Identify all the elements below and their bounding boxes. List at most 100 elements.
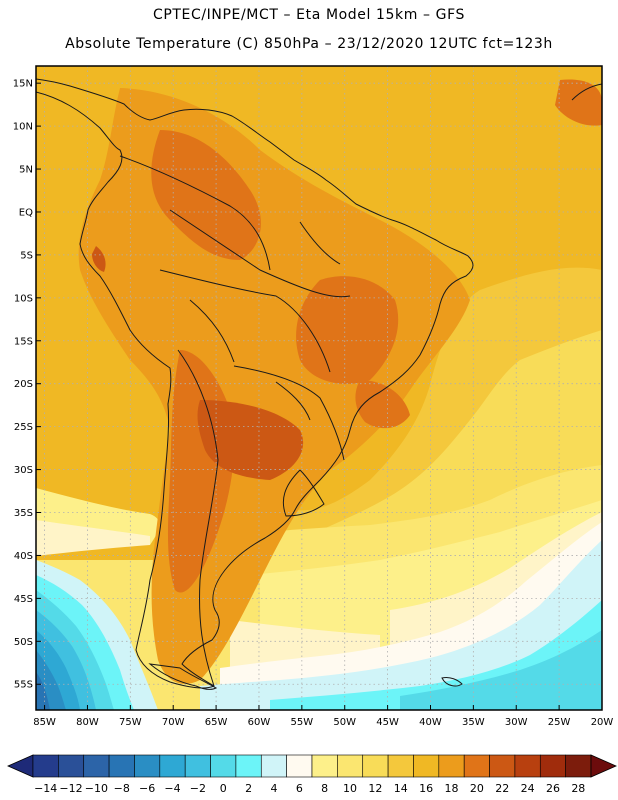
colorbar-label: 14 [394, 782, 408, 795]
coastline-path [189, 299, 235, 363]
temperature-zone-land-22 [296, 276, 399, 384]
lat-tick-label: 10S [14, 293, 33, 304]
lat-tick-label: 10N [13, 122, 33, 133]
lat-tick-label: 5N [19, 165, 33, 176]
colorbar-label: 26 [546, 782, 560, 795]
map-frame [35, 65, 603, 711]
falkland-islands [441, 677, 463, 687]
lon-tick-label: 80W [76, 717, 99, 728]
lat-tick-label: 25S [14, 422, 33, 433]
temperature-zone-land-24 [197, 400, 304, 480]
colorbar-label: 0 [220, 782, 227, 795]
colorbar-label: 8 [321, 782, 328, 795]
coastline-path [36, 78, 474, 689]
colorbar-segment [413, 754, 440, 778]
temperature-zone-land-22 [151, 130, 261, 260]
colorbar-label: 24 [521, 782, 535, 795]
colorbar-segment [337, 754, 364, 778]
colorbar-segment [286, 754, 313, 778]
chart-title: CPTEC/INPE/MCT – Eta Model 15km – GFS [152, 7, 466, 23]
colorbar-segment [387, 754, 414, 778]
colorbar-label: −4 [164, 782, 180, 795]
colorbar-segment [159, 754, 186, 778]
colorbar-label: −6 [139, 782, 155, 795]
colorbar-segment [108, 754, 135, 778]
colorbar-label: 6 [296, 782, 303, 795]
coastline-path [159, 269, 331, 373]
lon-tick-label: 85W [33, 717, 56, 728]
colorbar-segment [32, 754, 59, 778]
colorbar: −14 −12 −10 −8 −6 −4 −2 0 2 4 6 8 10 12 14 16 18 20 22 24 26… [7, 754, 617, 795]
colorbar-label: −2 [190, 782, 206, 795]
colorbar-segment [311, 754, 338, 778]
colorbar-segment [83, 754, 110, 778]
temperature-zone-land-22 [555, 79, 602, 126]
lon-tick-label: 50W [333, 717, 356, 728]
lat-tick-label: 15S [14, 336, 33, 347]
temperature-zone-land-22 [355, 380, 410, 429]
colorbar-label: −8 [114, 782, 130, 795]
coastline-path [233, 365, 345, 461]
lon-tick-label: 40W [419, 717, 442, 728]
lon-tick-label: 20W [591, 717, 614, 728]
colorbar-label: 10 [343, 782, 357, 795]
colorbar-segment [362, 754, 389, 778]
coastline-path [282, 469, 325, 517]
lat-tick-label: 35S [14, 508, 33, 519]
colorbar-label: 16 [419, 782, 433, 795]
colorbar-segment [514, 754, 541, 778]
tierra-del-fuego [148, 663, 218, 690]
colorbar-label: 4 [270, 782, 277, 795]
lat-tick-label: 50S [14, 637, 33, 648]
lat-tick-label: 5S [20, 250, 33, 261]
lon-tick-label: 55W [291, 717, 314, 728]
colorbar-segment [210, 754, 237, 778]
colorbar-segment [58, 754, 85, 778]
temperature-zone-southern-ring-8 [36, 520, 150, 556]
lon-tick-label: 60W [248, 717, 271, 728]
coastline-path [177, 349, 219, 687]
chart-subtitle: Absolute Temperature (C) 850hPa – 23/12/… [65, 36, 553, 52]
map-axes: 15N 10N 5N EQ 5S 10S 15S 20S 25S 30S 35S 40S 45S 50S 5… [13, 79, 614, 728]
colorbar-segment [438, 754, 465, 778]
temperature-zone-land-24 [92, 246, 106, 272]
lat-tick-label: 30S [14, 465, 33, 476]
lon-tick-label: 65W [205, 717, 228, 728]
colorbar-label: −10 [85, 782, 108, 795]
lat-lon-grid [36, 66, 602, 710]
colorbar-label: −12 [59, 782, 82, 795]
colorbar-segment [565, 754, 592, 778]
colorbar-segment [489, 754, 516, 778]
colorbar-under-triangle [7, 754, 34, 778]
coastline-path [119, 155, 271, 271]
coastline-path [169, 209, 351, 298]
colorbar-segment [235, 754, 262, 778]
temperature-field [36, 66, 602, 710]
colorbar-label: −14 [34, 782, 57, 795]
colorbar-label: 28 [571, 782, 585, 795]
colorbar-over-triangle [590, 754, 617, 778]
lat-tick-label: 45S [14, 594, 33, 605]
colorbar-segment [539, 754, 566, 778]
lon-tick-label: 75W [119, 717, 142, 728]
lat-tick-label: 40S [14, 551, 33, 562]
lon-tick-label: 45W [376, 717, 399, 728]
lat-tick-label: 55S [14, 680, 33, 691]
lon-tick-label: 30W [505, 717, 528, 728]
colorbar-label: 12 [368, 782, 382, 795]
coastline-path [275, 381, 311, 421]
lon-tick-label: 25W [548, 717, 571, 728]
temperature-zone-southern-ring-minus8 [36, 672, 50, 710]
colorbar-label: 18 [445, 782, 459, 795]
coastline-path [571, 83, 602, 101]
lon-tick-label: 35W [462, 717, 485, 728]
lat-tick-label: EQ [19, 207, 33, 218]
lat-tick-label: 20S [14, 379, 33, 390]
coastline-path [299, 221, 341, 265]
coastlines [36, 78, 602, 690]
colorbar-label: 22 [495, 782, 509, 795]
temperature-zone-southern-ring-0 [400, 630, 602, 710]
colorbar-segment [463, 754, 490, 778]
colorbar-segment [260, 754, 287, 778]
